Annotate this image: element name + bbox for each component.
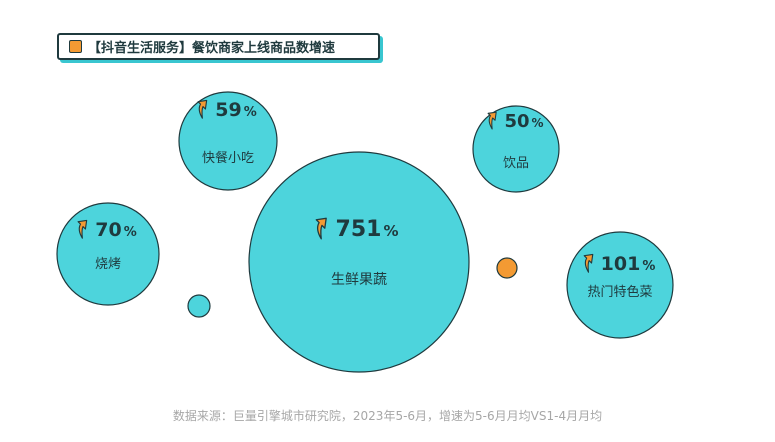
bubble-name: 生鲜果蔬 — [331, 272, 387, 288]
bubble-drinks: 50 % 饮品 — [472, 105, 560, 193]
decor-dot-teal — [187, 294, 211, 318]
decor-dot-orange — [496, 257, 518, 279]
bubble-value: 50% — [504, 111, 543, 132]
bubble-value: 101% — [601, 253, 656, 275]
bubble-name: 热门特色菜 — [587, 284, 652, 300]
bubble-hot-dishes: 101 % 热门特色菜 — [566, 231, 674, 339]
bubble-name: 饮品 — [503, 156, 529, 171]
bubble-value: 751% — [336, 217, 399, 242]
up-arrow-icon — [315, 217, 327, 240]
up-arrow-icon — [197, 99, 208, 119]
bubble-bbq: 70 % 烧烤 — [56, 202, 160, 306]
bubble-name: 快餐小吃 — [202, 150, 254, 166]
bubble-circle — [472, 105, 560, 193]
up-arrow-icon — [487, 111, 497, 130]
bubble-circle — [248, 151, 470, 373]
bubble-fast-food: 59 % 快餐小吃 — [178, 91, 278, 191]
bubble-value: 59% — [215, 99, 256, 121]
up-arrow-icon — [77, 219, 88, 239]
bubble-circle — [566, 231, 674, 339]
bubble-circle — [178, 91, 278, 191]
title-square-icon — [69, 40, 82, 53]
source-note: 数据来源：巨量引擎城市研究院，2023年5-6月，增速为5-6月月均VS1-4月… — [172, 409, 603, 423]
up-arrow-icon — [583, 253, 594, 273]
bubble-name: 烧烤 — [95, 257, 121, 272]
bubble-fresh-produce: 751 % 生鲜果蔬 — [248, 151, 470, 373]
chart-title: 【抖音生活服务】餐饮商家上线商品数增速 — [88, 41, 336, 56]
bubble-value: 70% — [95, 219, 136, 241]
chart-title-box: 【抖音生活服务】餐饮商家上线商品数增速 — [57, 33, 380, 60]
